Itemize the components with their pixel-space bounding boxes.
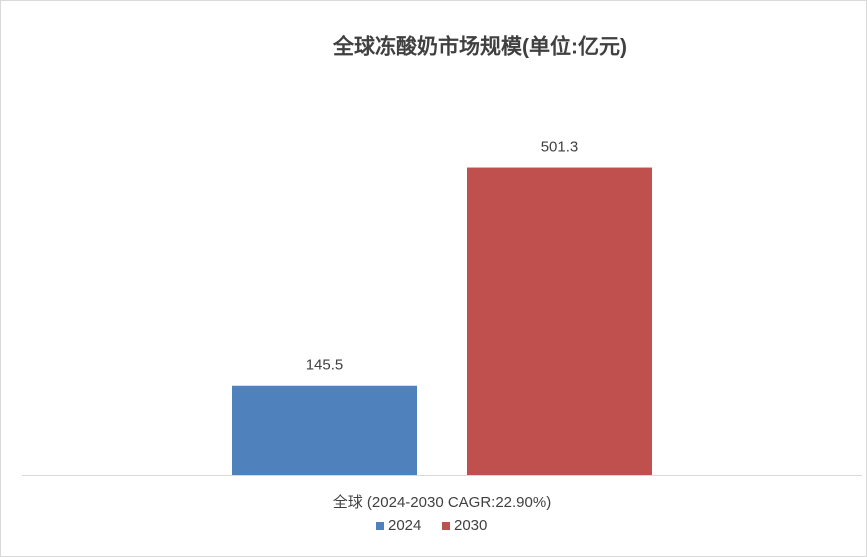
legend-label: 2030: [454, 517, 487, 534]
data-label: 145.5: [306, 357, 344, 374]
legend-swatch: [376, 522, 384, 530]
data-label: 501.3: [541, 139, 579, 156]
x-tick-label: 全球 (2024-2030 CAGR:22.90%): [333, 493, 551, 511]
legend-label: 2024: [388, 517, 421, 534]
legend-swatch: [442, 522, 450, 530]
chart-title: 全球冻酸奶市场规模(单位:亿元): [332, 35, 627, 59]
bar: [467, 167, 652, 475]
bar: [232, 385, 417, 475]
